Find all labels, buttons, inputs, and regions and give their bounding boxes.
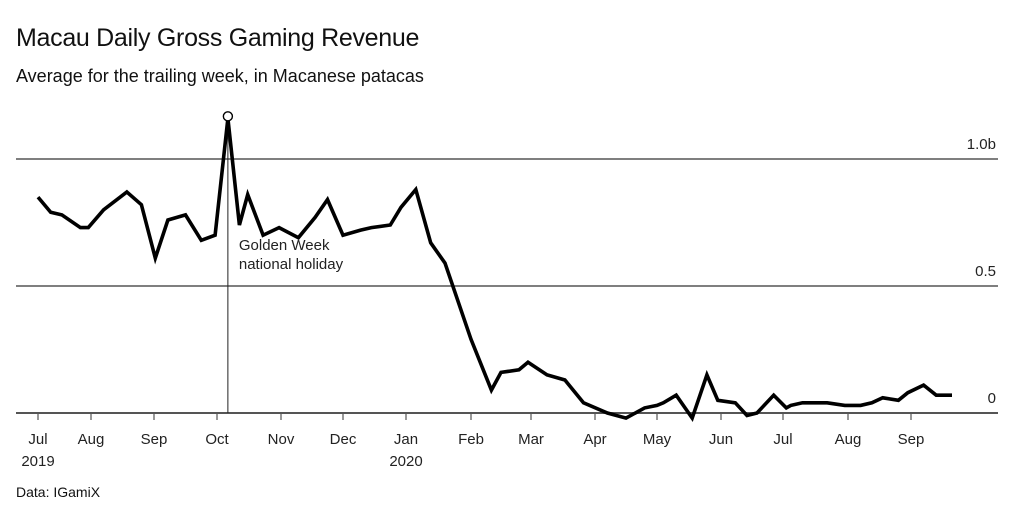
y-tick-label: 0.5 [975,263,996,280]
x-tick-label: Apr [583,431,606,448]
x-tick-label: Oct [205,431,229,448]
y-tick-label: 1.0b [967,136,996,153]
chart-subtitle: Average for the trailing week, in Macane… [16,66,424,86]
series-line [36,118,952,423]
x-tick-label: Jul [773,431,792,448]
x-tick-label: Sep [898,431,925,448]
x-tick-label: Jan [394,431,418,448]
x-tick-label: Feb [458,431,484,448]
annotation-label: Golden Week [239,237,330,254]
x-tick-year-label: 2019 [21,453,54,470]
x-tick-label: Aug [835,431,862,448]
chart-title: Macau Daily Gross Gaming Revenue [16,24,420,52]
x-tick-label: Sep [141,431,168,448]
x-tick-label: Nov [268,431,295,448]
data-source: Data: IGamiX [16,484,101,500]
x-tick-label: Dec [330,431,357,448]
x-tick-label: May [643,431,672,448]
x-tick-label: Jul [28,431,47,448]
peak-marker [222,111,234,122]
x-tick-year-label: 2020 [389,453,422,470]
annotation-label: national holiday [239,256,344,273]
x-tick-label: Mar [518,431,544,448]
x-tick-label: Jun [709,431,733,448]
y-tick-label: 0 [988,390,996,407]
x-tick-label: Aug [78,431,105,448]
